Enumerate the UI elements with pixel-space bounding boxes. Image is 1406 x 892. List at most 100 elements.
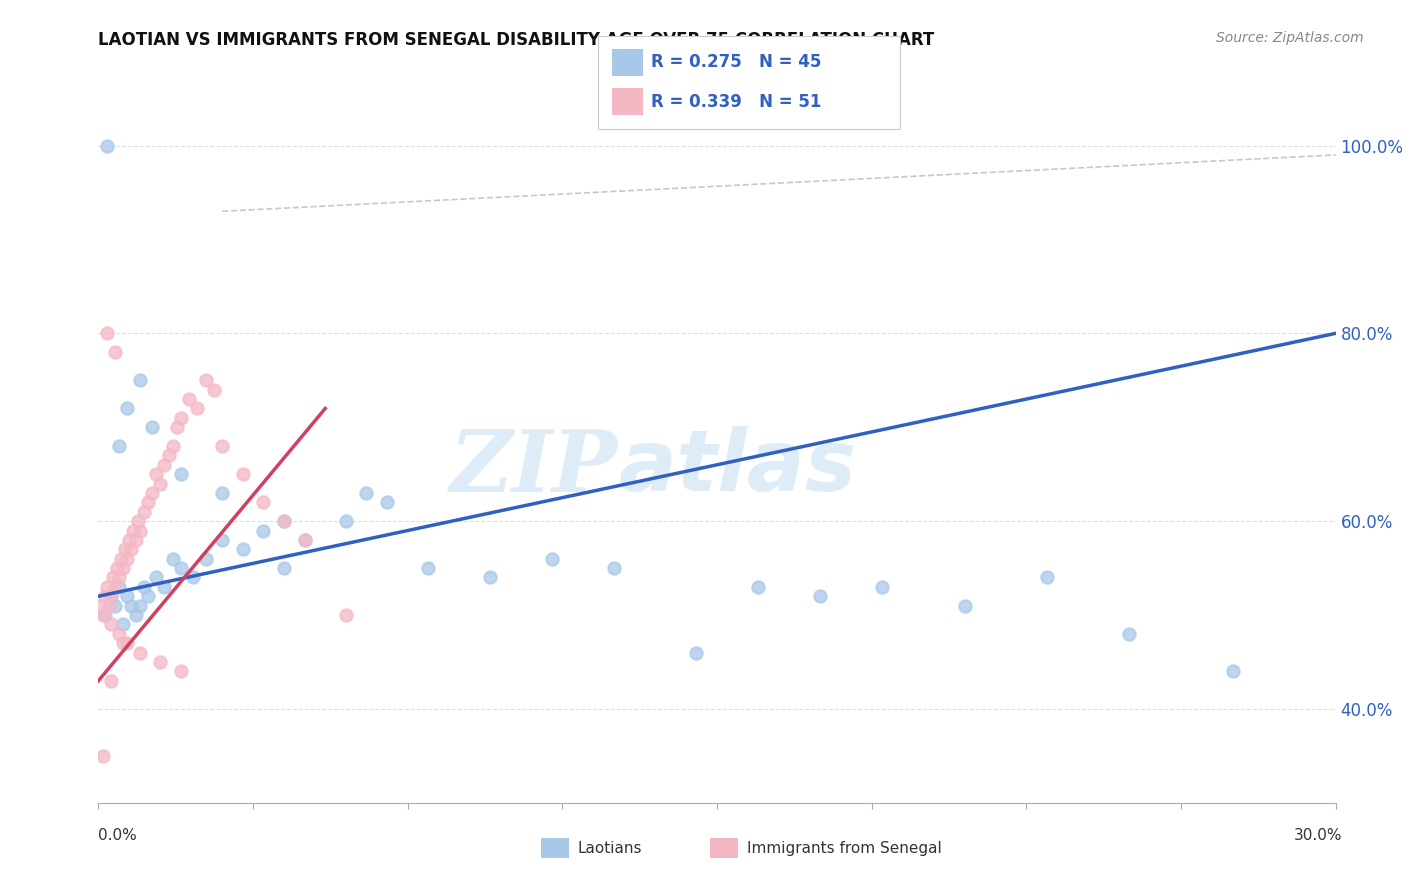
Point — [179, 392, 201, 406]
Point — [252, 524, 274, 538]
Point — [104, 580, 127, 594]
Point — [685, 646, 707, 660]
Point — [194, 373, 217, 387]
Text: 30.0%: 30.0% — [1295, 828, 1343, 843]
Point — [202, 383, 225, 397]
Point — [335, 607, 357, 622]
Point — [541, 551, 564, 566]
Text: LAOTIAN VS IMMIGRANTS FROM SENEGAL DISABILITY AGE OVER 75 CORRELATION CHART: LAOTIAN VS IMMIGRANTS FROM SENEGAL DISAB… — [98, 31, 935, 49]
Point — [375, 495, 398, 509]
Point — [120, 542, 142, 557]
Text: Laotians: Laotians — [578, 841, 643, 855]
Point — [294, 533, 316, 547]
Point — [101, 570, 124, 584]
Point — [128, 599, 150, 613]
Point — [124, 607, 146, 622]
Point — [117, 636, 139, 650]
Point — [808, 589, 831, 603]
Point — [91, 607, 114, 622]
Point — [91, 748, 114, 763]
Text: R = 0.339   N = 51: R = 0.339 N = 51 — [651, 93, 821, 111]
Point — [145, 467, 167, 482]
Point — [162, 551, 184, 566]
Point — [100, 589, 122, 603]
Point — [128, 524, 150, 538]
Point — [870, 580, 893, 594]
Point — [112, 617, 135, 632]
Point — [104, 599, 127, 613]
Point — [136, 495, 159, 509]
Point — [112, 636, 135, 650]
Point — [953, 599, 976, 613]
Point — [170, 665, 193, 679]
Text: Source: ZipAtlas.com: Source: ZipAtlas.com — [1216, 31, 1364, 45]
Point — [104, 345, 127, 359]
Point — [747, 580, 769, 594]
Point — [294, 533, 316, 547]
Point — [211, 439, 233, 453]
Point — [1222, 665, 1244, 679]
Point — [96, 580, 118, 594]
Point — [112, 561, 135, 575]
Point — [108, 439, 131, 453]
Point — [93, 589, 115, 603]
Point — [96, 138, 118, 153]
Point — [97, 599, 120, 613]
Point — [108, 570, 131, 584]
Point — [110, 551, 132, 566]
Point — [186, 401, 208, 416]
Point — [1036, 570, 1059, 584]
Point — [170, 561, 193, 575]
Point — [108, 627, 131, 641]
Point — [117, 589, 139, 603]
Point — [132, 505, 155, 519]
Point — [211, 486, 233, 500]
Point — [211, 533, 233, 547]
Point — [89, 599, 111, 613]
Point — [170, 467, 193, 482]
Point — [273, 514, 295, 528]
Point — [273, 514, 295, 528]
Point — [122, 524, 145, 538]
Point — [232, 467, 254, 482]
Point — [418, 561, 440, 575]
Text: 0.0%: 0.0% — [98, 828, 138, 843]
Point — [170, 410, 193, 425]
Point — [100, 589, 122, 603]
Point — [145, 570, 167, 584]
Point — [96, 326, 118, 341]
Point — [124, 533, 146, 547]
Point — [153, 458, 176, 472]
Point — [141, 420, 163, 434]
Point — [100, 673, 122, 688]
Point — [153, 580, 176, 594]
Point — [166, 420, 188, 434]
Point — [118, 533, 141, 547]
Point — [108, 580, 131, 594]
Point — [1118, 627, 1140, 641]
Point — [273, 561, 295, 575]
Point — [93, 607, 115, 622]
Point — [149, 476, 172, 491]
Text: R = 0.275   N = 45: R = 0.275 N = 45 — [651, 54, 821, 71]
Point — [127, 514, 149, 528]
Point — [149, 655, 172, 669]
Point — [128, 646, 150, 660]
Point — [162, 439, 184, 453]
Point — [136, 589, 159, 603]
Point — [157, 449, 180, 463]
Point — [120, 599, 142, 613]
Text: Immigrants from Senegal: Immigrants from Senegal — [747, 841, 942, 855]
Point — [117, 551, 139, 566]
Point — [105, 561, 128, 575]
Point — [132, 580, 155, 594]
Point — [603, 561, 626, 575]
Text: atlas: atlas — [619, 425, 856, 509]
Point — [181, 570, 204, 584]
Point — [141, 486, 163, 500]
Point — [117, 401, 139, 416]
Point — [100, 617, 122, 632]
Point — [128, 373, 150, 387]
Point — [252, 495, 274, 509]
Point — [114, 542, 136, 557]
